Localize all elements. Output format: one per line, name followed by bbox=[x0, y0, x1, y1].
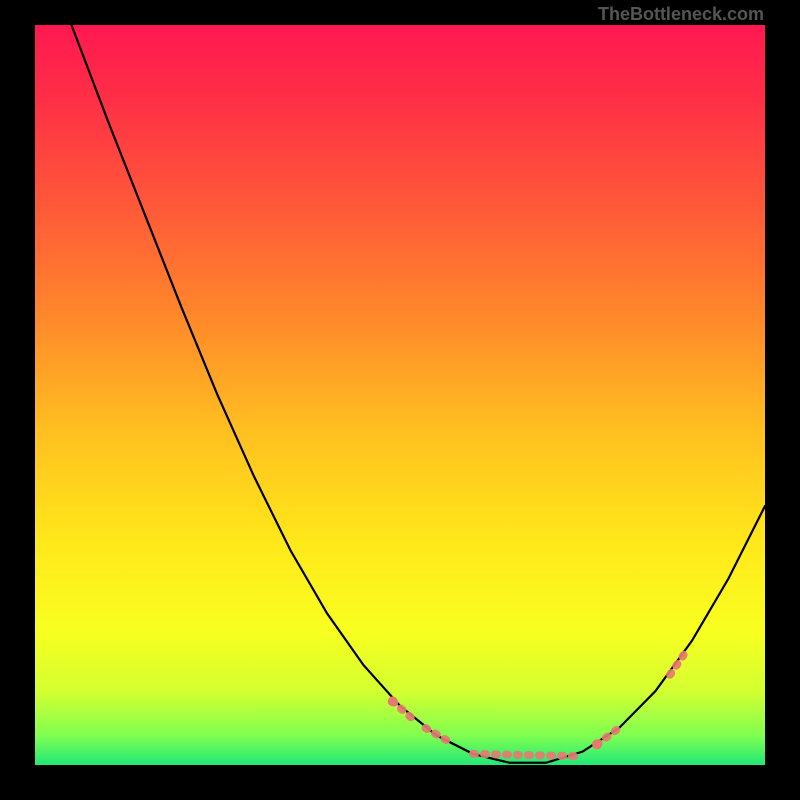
watermark-text: TheBottleneck.com bbox=[598, 4, 764, 25]
marker-segment-2 bbox=[473, 754, 575, 756]
single-marker-0 bbox=[388, 696, 398, 706]
chart-container: TheBottleneck.com bbox=[0, 0, 800, 800]
marker-segment-4 bbox=[670, 648, 688, 675]
single-marker-1 bbox=[592, 739, 602, 749]
plot-area bbox=[35, 25, 765, 765]
bottleneck-curve bbox=[72, 25, 766, 763]
marker-segment-1 bbox=[426, 728, 452, 743]
curve-overlay bbox=[35, 25, 765, 765]
